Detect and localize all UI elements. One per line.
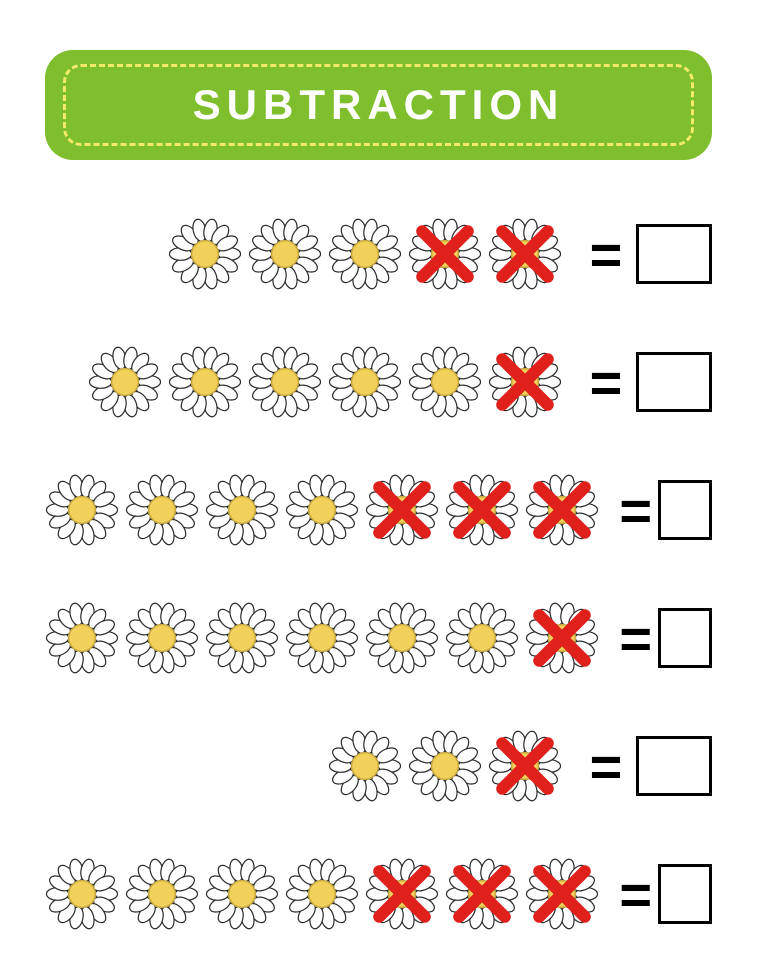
flower-crossed-icon [445, 473, 519, 547]
flower-crossed-icon [488, 217, 562, 291]
flower-icon [328, 729, 402, 803]
flower-icon [445, 601, 519, 675]
flower-icon [328, 345, 402, 419]
flower-group [45, 601, 599, 675]
flower-icon [125, 601, 199, 675]
problem-row: = [45, 599, 712, 677]
problem-row: = [45, 215, 712, 293]
answer-box[interactable] [658, 608, 712, 668]
flower-crossed-icon [525, 601, 599, 675]
problem-row: = [45, 343, 712, 421]
equals-sign: = [617, 478, 648, 543]
flower-icon [88, 345, 162, 419]
flower-icon [408, 729, 482, 803]
flower-icon [285, 857, 359, 931]
equals-sign: = [580, 350, 626, 415]
worksheet-page: SUBTRACTION = = = = = = [0, 0, 757, 980]
equals-sign: = [617, 606, 648, 671]
flower-icon [285, 601, 359, 675]
flower-icon [125, 473, 199, 547]
title-banner-inner: SUBTRACTION [63, 64, 694, 146]
title-banner: SUBTRACTION [45, 50, 712, 160]
problem-row: = [45, 855, 712, 933]
flower-icon [285, 473, 359, 547]
problem-rows: = = = = = = [45, 215, 712, 933]
problem-row: = [45, 727, 712, 805]
flower-crossed-icon [408, 217, 482, 291]
flower-crossed-icon [365, 857, 439, 931]
flower-icon [168, 345, 242, 419]
flower-group [88, 345, 562, 419]
answer-box[interactable] [636, 224, 712, 284]
flower-crossed-icon [488, 345, 562, 419]
flower-icon [205, 857, 279, 931]
flower-icon [168, 217, 242, 291]
flower-crossed-icon [488, 729, 562, 803]
flower-icon [45, 473, 119, 547]
answer-box[interactable] [636, 736, 712, 796]
equals-sign: = [580, 734, 626, 799]
problem-row: = [45, 471, 712, 549]
flower-icon [248, 345, 322, 419]
answer-box[interactable] [636, 352, 712, 412]
flower-crossed-icon [525, 857, 599, 931]
flower-crossed-icon [525, 473, 599, 547]
flower-crossed-icon [365, 473, 439, 547]
flower-group [45, 857, 599, 931]
flower-group [45, 473, 599, 547]
flower-group [168, 217, 562, 291]
equals-sign: = [580, 222, 626, 287]
equals-sign: = [617, 862, 648, 927]
flower-icon [45, 857, 119, 931]
answer-box[interactable] [658, 864, 712, 924]
flower-icon [248, 217, 322, 291]
flower-crossed-icon [445, 857, 519, 931]
flower-icon [328, 217, 402, 291]
flower-icon [365, 601, 439, 675]
answer-box[interactable] [658, 480, 712, 540]
flower-icon [205, 473, 279, 547]
flower-icon [408, 345, 482, 419]
flower-group [328, 729, 562, 803]
flower-icon [125, 857, 199, 931]
page-title: SUBTRACTION [193, 81, 565, 129]
flower-icon [45, 601, 119, 675]
flower-icon [205, 601, 279, 675]
